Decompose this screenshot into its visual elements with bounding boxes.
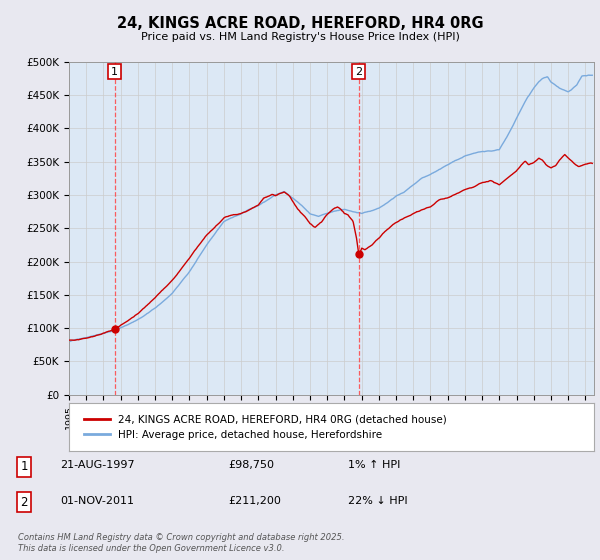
Text: Contains HM Land Registry data © Crown copyright and database right 2025.
This d: Contains HM Land Registry data © Crown c… (18, 533, 344, 553)
Legend: 24, KINGS ACRE ROAD, HEREFORD, HR4 0RG (detached house), HPI: Average price, det: 24, KINGS ACRE ROAD, HEREFORD, HR4 0RG (… (79, 410, 451, 444)
Text: £211,200: £211,200 (228, 496, 281, 506)
Text: 1: 1 (20, 460, 28, 473)
Text: £98,750: £98,750 (228, 460, 274, 470)
Text: Price paid vs. HM Land Registry's House Price Index (HPI): Price paid vs. HM Land Registry's House … (140, 32, 460, 43)
Text: 22% ↓ HPI: 22% ↓ HPI (348, 496, 407, 506)
Text: 2: 2 (20, 496, 28, 508)
Text: 21-AUG-1997: 21-AUG-1997 (60, 460, 134, 470)
Text: 1: 1 (111, 67, 118, 77)
Text: 01-NOV-2011: 01-NOV-2011 (60, 496, 134, 506)
Text: 1% ↑ HPI: 1% ↑ HPI (348, 460, 400, 470)
Text: 2: 2 (355, 67, 362, 77)
Text: 24, KINGS ACRE ROAD, HEREFORD, HR4 0RG: 24, KINGS ACRE ROAD, HEREFORD, HR4 0RG (116, 16, 484, 31)
